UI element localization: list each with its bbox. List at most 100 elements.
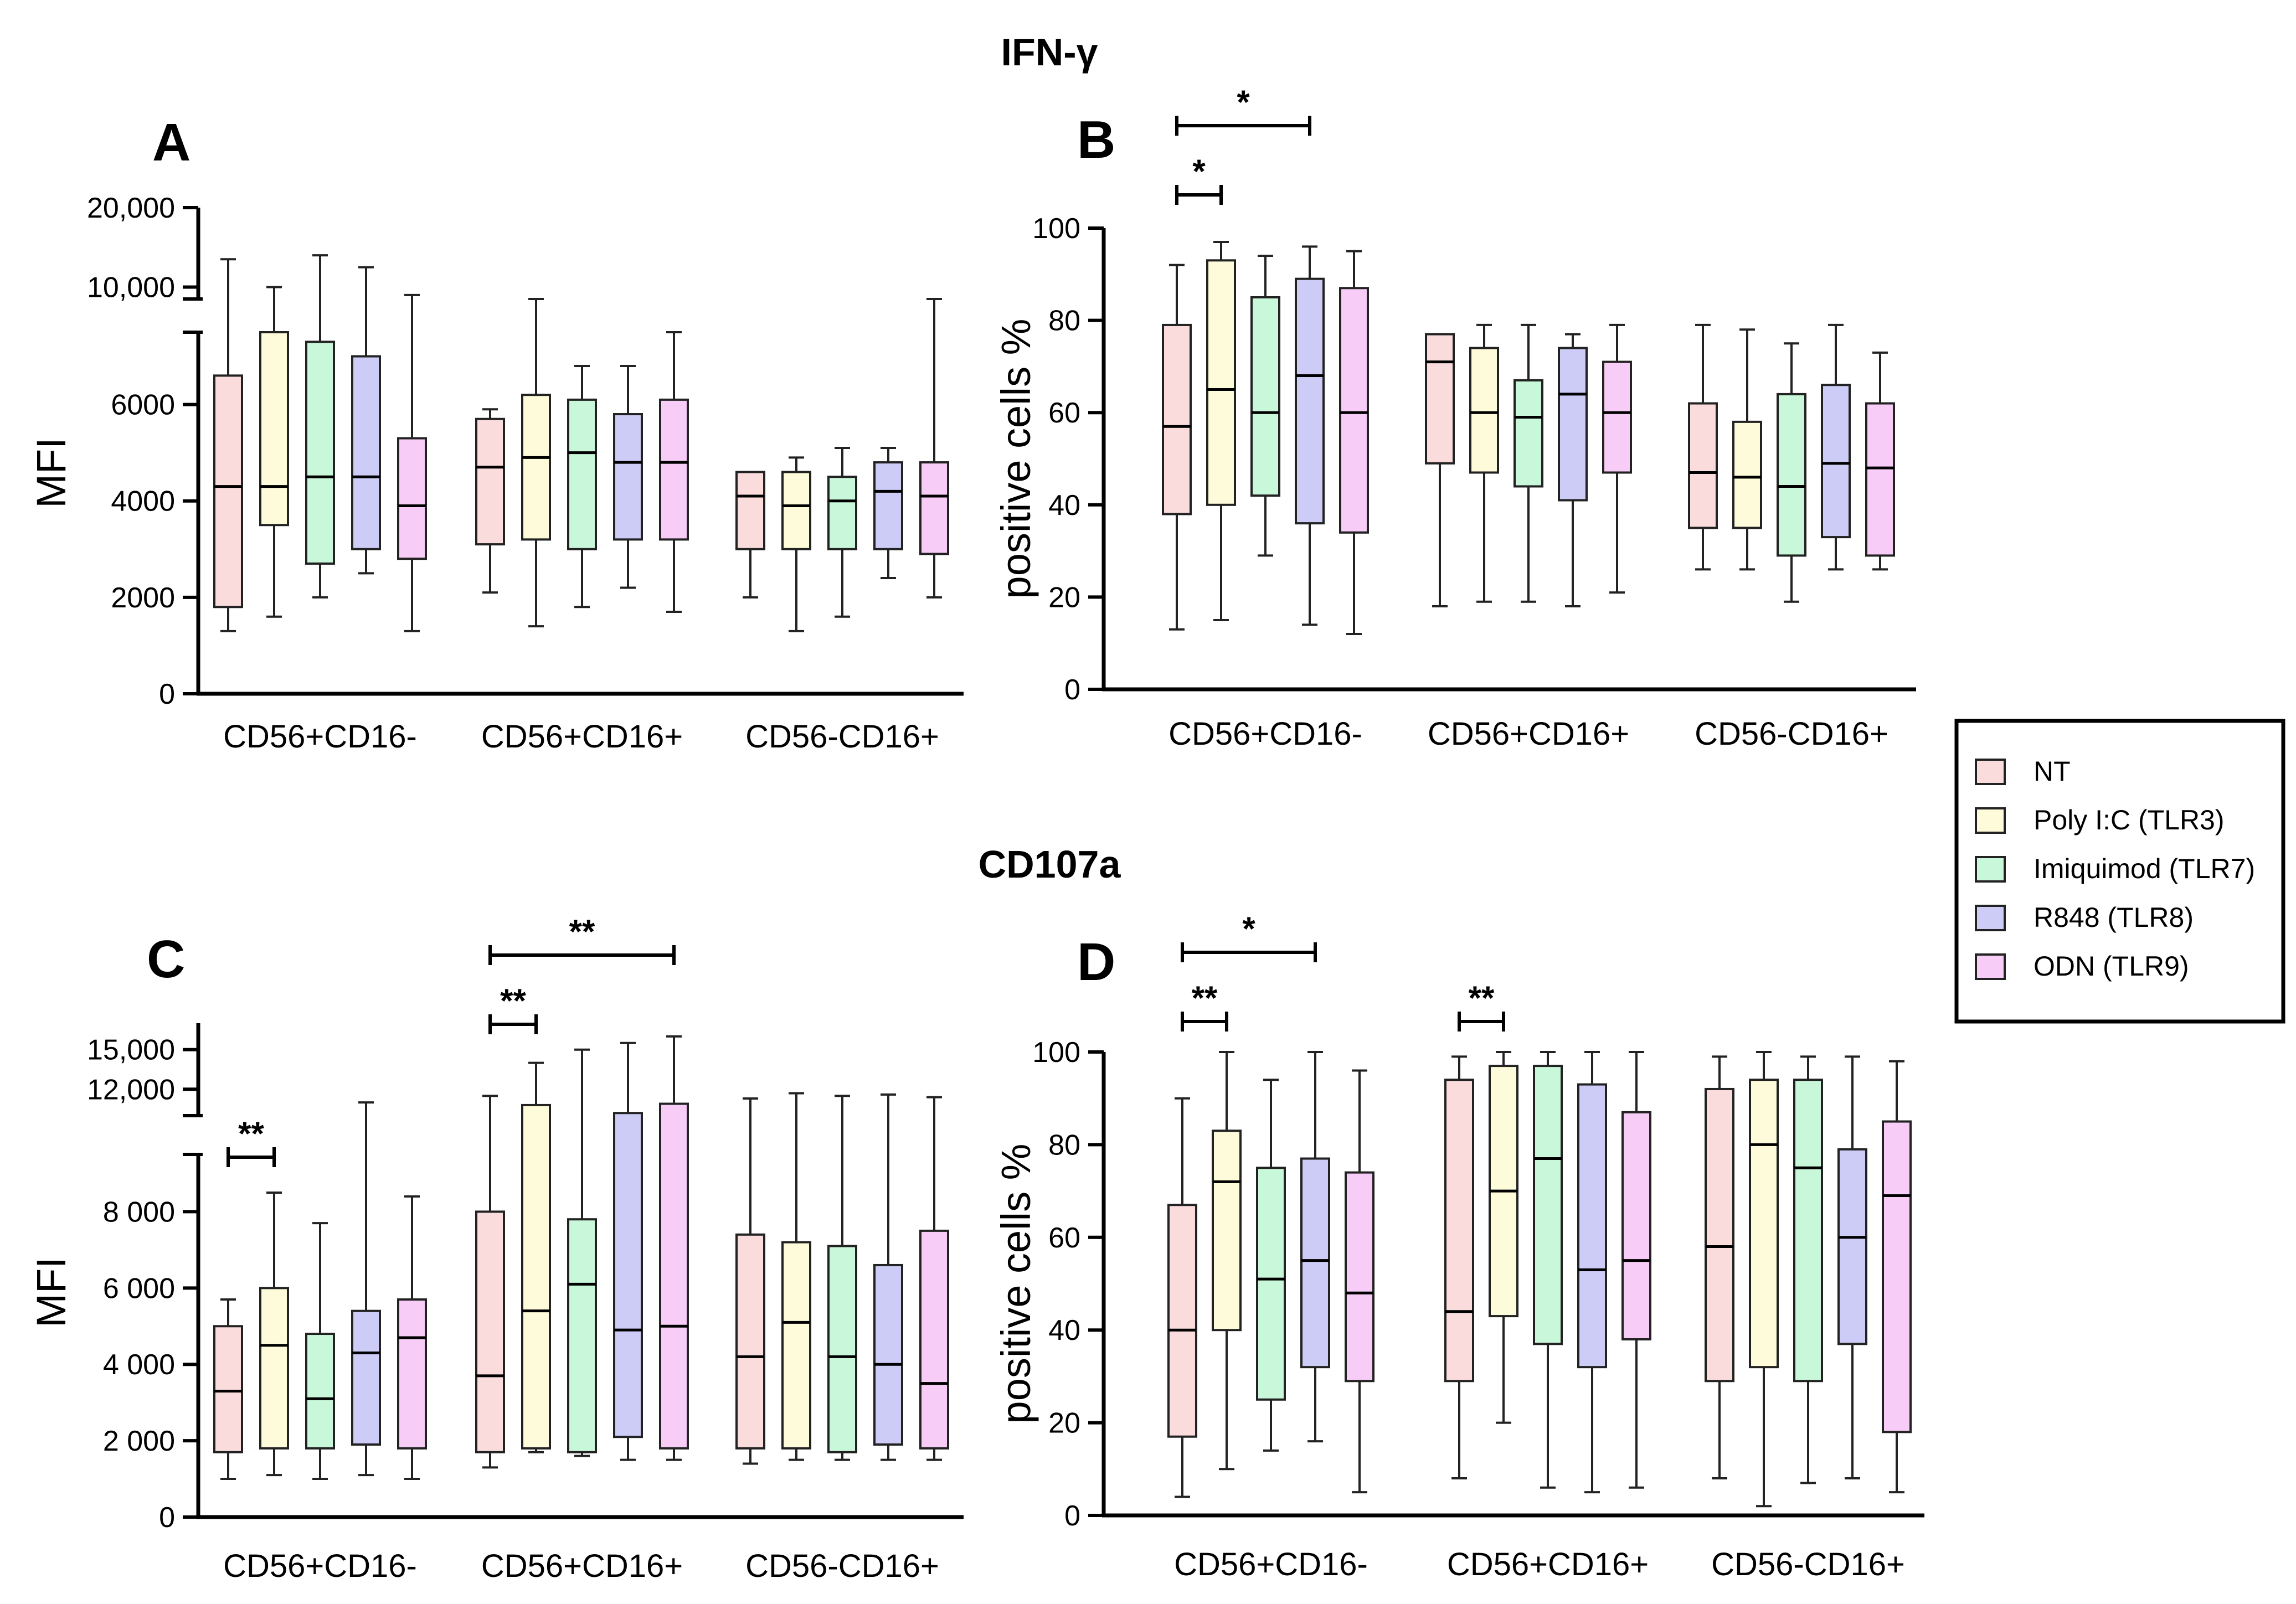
y-tick-label: 12,000 <box>87 1074 175 1106</box>
box-r848 <box>1300 1157 1330 1369</box>
significance-bracket: * <box>1175 84 1311 136</box>
box-odn <box>1865 402 1895 557</box>
x-category-label: CD56+CD16+ <box>1428 716 1629 752</box>
box-imiquimod <box>305 1333 335 1450</box>
box-r848 <box>873 1263 903 1446</box>
box-odn <box>919 1229 949 1450</box>
significance-bracket: * <box>1181 910 1317 962</box>
legend-label: Poly I:C (TLR3) <box>2034 804 2225 835</box>
box-odn <box>397 1298 427 1450</box>
box-imiquimod <box>827 1245 857 1453</box>
legend-label: ODN (TLR9) <box>2034 951 2189 982</box>
x-category-label: CD56+CD16+ <box>481 719 683 755</box>
x-category-label: CD56-CD16+ <box>1711 1546 1905 1582</box>
y-tick-label: 6000 <box>111 389 175 421</box>
section-title-cd107a: CD107a <box>979 843 1121 886</box>
x-category-label: CD56-CD16+ <box>745 719 939 755</box>
y-axis-title: MFI <box>28 1257 74 1327</box>
box-group <box>1444 1051 1651 1494</box>
box-r848 <box>1577 1083 1607 1369</box>
box-group <box>735 1092 949 1465</box>
y-tick-label: 4000 <box>111 486 175 518</box>
box-imiquimod <box>1533 1065 1563 1345</box>
box-nt <box>1688 402 1718 529</box>
box-poly <box>781 1241 811 1450</box>
box-nt <box>735 1233 765 1450</box>
box-poly <box>781 471 811 550</box>
box-imiquimod <box>1793 1079 1823 1383</box>
section-title-ifn: IFN-γ <box>1001 30 1098 74</box>
box-poly <box>1749 1079 1779 1369</box>
significance-bracket: ** <box>1458 979 1505 1031</box>
box-imiquimod <box>1250 296 1280 497</box>
box-group <box>1425 323 1632 608</box>
significance-label: * <box>1237 84 1250 121</box>
box-imiquimod <box>567 1218 597 1453</box>
y-tick-label: 6 000 <box>103 1272 175 1304</box>
x-category-label: CD56-CD16+ <box>745 1548 939 1584</box>
y-tick-label: 100 <box>1032 213 1080 245</box>
box-group <box>213 1101 427 1481</box>
box-nt <box>1425 333 1455 465</box>
legend-swatch <box>1975 953 2006 980</box>
significance-bracket: ** <box>226 1115 276 1167</box>
box-group <box>1705 1051 1912 1508</box>
legend: NT Poly I:C (TLR3) Imiquimod (TLR7) R848 (T… <box>1954 719 2285 1024</box>
box-poly <box>1469 347 1499 474</box>
x-category-label: CD56+CD16- <box>1168 716 1362 752</box>
box-imiquimod <box>827 476 857 550</box>
box-group <box>475 1035 689 1469</box>
significance-bracket: ** <box>488 913 676 965</box>
box-odn <box>1345 1171 1374 1383</box>
box-r848 <box>613 413 643 541</box>
box-odn <box>919 461 949 555</box>
box-poly <box>521 1103 551 1450</box>
box-imiquimod <box>1777 393 1806 557</box>
y-tick-label: 8 000 <box>103 1196 175 1228</box>
y-tick-label: 20 <box>1048 1407 1080 1440</box>
box-odn <box>659 1102 689 1450</box>
box-group <box>1688 323 1895 603</box>
panel-a: A MFI 0 2000 4000 6000 10,000 20,000 CD56+CD16- C… <box>28 113 964 755</box>
y-tick-label: 2000 <box>111 582 175 614</box>
x-category-label: CD56-CD16+ <box>1695 716 1888 752</box>
y-tick-label: 80 <box>1048 305 1080 337</box>
box-group <box>213 254 427 632</box>
box-odn <box>1339 287 1369 534</box>
significance-label: ** <box>238 1115 264 1152</box>
y-tick-label: 0 <box>1064 674 1080 706</box>
box-poly <box>259 331 289 527</box>
box-group <box>475 298 689 628</box>
box-nt <box>1444 1079 1474 1383</box>
y-tick-label: 0 <box>1064 1500 1080 1532</box>
box-r848 <box>351 355 381 550</box>
box-imiquimod <box>1513 379 1543 488</box>
legend-label: Imiquimod (TLR7) <box>2034 853 2255 884</box>
box-poly <box>1212 1129 1242 1332</box>
y-axis-title: positive cells % <box>993 1144 1039 1424</box>
panel-letter: C <box>147 930 185 989</box>
x-category-label: CD56+CD16+ <box>1447 1546 1649 1582</box>
legend-swatch <box>1975 856 2006 883</box>
significance-label: ** <box>1469 979 1495 1017</box>
box-r848 <box>1821 384 1851 539</box>
significance-label: ** <box>500 982 526 1019</box>
significance-label: ** <box>1192 979 1218 1017</box>
box-nt <box>1705 1087 1734 1383</box>
y-tick-label: 60 <box>1048 1222 1080 1254</box>
x-category-label: CD56+CD16+ <box>481 1548 683 1584</box>
panel-letter: A <box>152 113 191 172</box>
panel-letter: B <box>1077 110 1115 169</box>
box-group <box>735 298 949 632</box>
box-odn <box>1882 1120 1912 1433</box>
y-tick-label: 80 <box>1048 1129 1080 1161</box>
box-odn <box>1602 360 1632 474</box>
box-nt <box>735 471 765 550</box>
box-r848 <box>1558 347 1588 502</box>
significance-label: ** <box>569 913 595 950</box>
legend-label: NT <box>2034 756 2071 787</box>
y-tick-label: 100 <box>1032 1036 1080 1069</box>
box-odn <box>397 437 427 560</box>
y-tick-label: 20 <box>1048 581 1080 613</box>
